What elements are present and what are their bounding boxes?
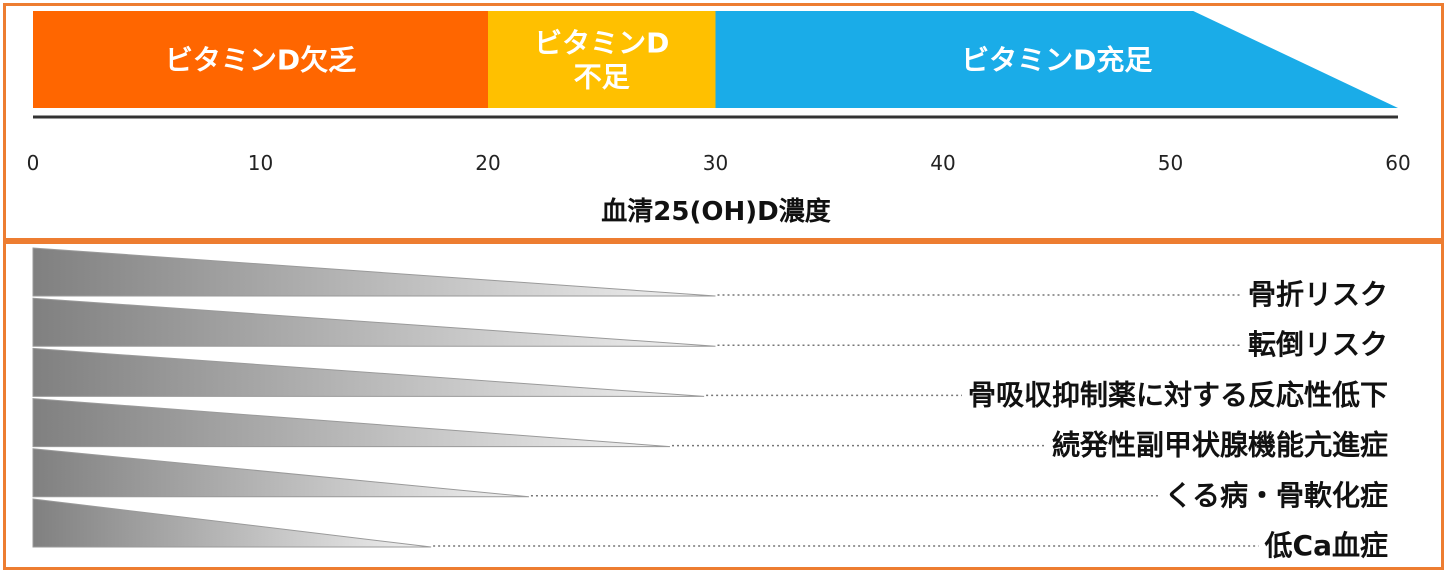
status-zone-2 — [488, 11, 716, 108]
status-zone-3 — [715, 11, 1398, 108]
risk-wedge — [32, 398, 671, 448]
risk-label: 低Ca血症 — [1264, 529, 1388, 562]
status-zone-bar: ビタミンD欠乏 ビタミンD 不足 ビタミンD充足 — [33, 11, 1398, 108]
axis-tick-label: 60 — [1385, 151, 1410, 175]
vitamin-d-status-panel — [3, 3, 1444, 241]
risk-wedge — [32, 247, 716, 297]
risk-label: 続発性副甲状腺機能亢進症 — [1052, 429, 1388, 462]
axis-tick-label: 20 — [475, 151, 500, 175]
axis-tick-labels: 0 10 20 30 40 50 60 — [27, 151, 1411, 175]
status-zone-1 — [33, 11, 488, 108]
risk-wedge — [32, 347, 705, 397]
axis-tick-label: 40 — [930, 151, 955, 175]
risk-wedge — [32, 448, 529, 498]
risk-wedge — [32, 297, 716, 347]
status-zone-label: ビタミンD欠乏 — [165, 44, 356, 77]
axis-tick-label: 10 — [248, 151, 273, 175]
risk-label: くる病・骨軟化症 — [1165, 479, 1388, 512]
axis-tick-label: 30 — [703, 151, 728, 175]
risk-label: 骨折リスク — [1248, 278, 1388, 311]
risk-label: 転倒リスク — [1248, 328, 1388, 361]
axis-tick-label: 0 — [27, 151, 40, 175]
risk-wedge — [32, 498, 432, 548]
risk-label: 骨吸収抑制薬に対する反応性低下 — [968, 378, 1388, 411]
risk-panel — [3, 241, 1444, 570]
axis-title: 血清25(OH)D濃度 — [601, 196, 830, 227]
status-zone-label: ビタミンD 不足 — [534, 27, 669, 94]
status-zone-label: ビタミンD充足 — [961, 44, 1152, 77]
risk-rows: 骨折リスク転倒リスク骨吸収抑制薬に対する反応性低下続発性副甲状腺機能亢進症くる病… — [32, 247, 1388, 562]
axis-tick-label: 50 — [1158, 151, 1183, 175]
